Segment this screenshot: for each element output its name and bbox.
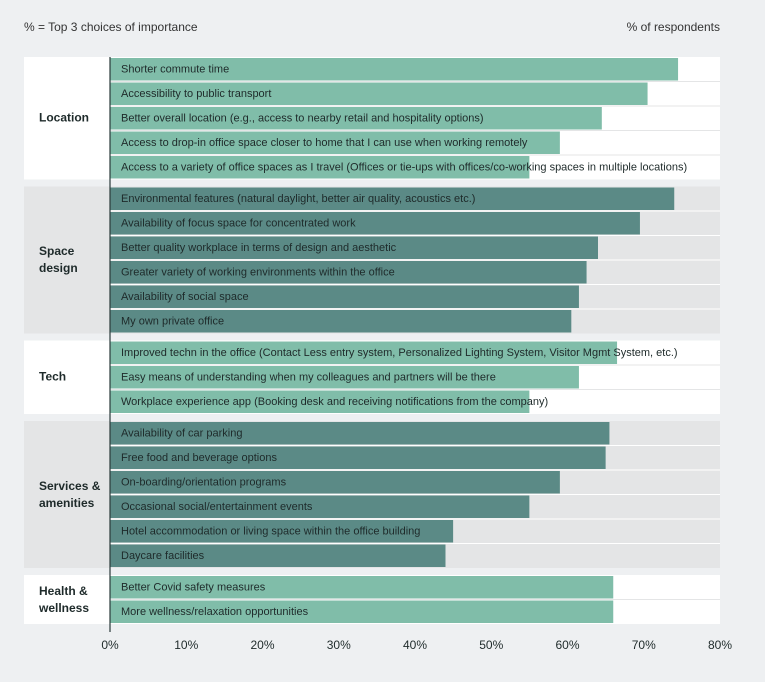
bar-label: Shorter commute time (121, 64, 229, 76)
bar (110, 366, 579, 389)
bar (110, 131, 560, 154)
group-label: Space design (39, 244, 78, 275)
bar (110, 261, 587, 284)
x-tick-label: 80% (708, 638, 732, 652)
x-tick-label: 60% (555, 638, 579, 652)
x-tick-label: 20% (250, 638, 274, 652)
bar (110, 107, 602, 130)
bar (110, 600, 614, 623)
bar (110, 520, 454, 543)
bar-label: Better Covid safety measures (121, 582, 266, 594)
bar-label: Better quality workplace in terms of des… (121, 242, 397, 254)
bar (110, 422, 610, 445)
bar (110, 212, 640, 235)
bar-label: Free food and beverage options (121, 452, 277, 464)
x-tick-label: 70% (632, 638, 656, 652)
group-label: Health & wellness (39, 583, 90, 615)
annotation: % = Top 3 choices of importance (24, 20, 198, 34)
bar (110, 544, 446, 567)
bar-label: Availability of focus space for concentr… (121, 218, 356, 230)
bar-label: On-boarding/orientation programs (121, 477, 287, 489)
group-label: Location (39, 110, 89, 125)
bar (110, 156, 530, 179)
x-tick-label: 50% (479, 638, 503, 652)
x-axis-label: % of respondents (626, 20, 720, 34)
bar-label: More wellness/relaxation opportunities (121, 606, 309, 618)
bar-label: Hotel accommodation or living space with… (121, 526, 420, 538)
bar-label: Easy means of understanding when my coll… (121, 372, 496, 384)
bar-label: Greater variety of working environments … (121, 267, 395, 279)
bar-label: Accessibility to public transport (121, 88, 271, 100)
bar-label: Occasional social/entertainment events (121, 501, 313, 513)
bar (110, 285, 579, 308)
x-tick-label: 40% (403, 638, 427, 652)
bar-label: My own private office (121, 316, 224, 328)
group-label: Services & amenities (39, 478, 101, 510)
bar (110, 341, 618, 364)
bar (110, 446, 606, 469)
bar (110, 390, 530, 413)
bar (110, 576, 614, 599)
bar-label: Access to a variety of office spaces as … (121, 162, 687, 174)
bar-label: Workplace experience app (Booking desk a… (121, 396, 548, 408)
bar (110, 495, 530, 518)
bar (110, 236, 598, 259)
bar (110, 82, 648, 105)
x-tick-label: 30% (327, 638, 351, 652)
bar (110, 58, 679, 81)
bar-label: Better overall location (e.g., access to… (121, 113, 484, 125)
group-label: Tech (39, 369, 67, 384)
bar-label: Availability of car parking (121, 428, 242, 440)
x-tick-label: 10% (174, 638, 198, 652)
bar (110, 471, 560, 494)
bar-label: Availability of social space (121, 291, 249, 303)
x-tick-label: 0% (101, 638, 119, 652)
bar-label: Environmental features (natural daylight… (121, 193, 475, 205)
bar-label: Access to drop-in office space closer to… (121, 137, 528, 149)
bar (110, 187, 675, 210)
bar (110, 310, 572, 333)
bar-label: Daycare facilities (121, 550, 205, 562)
bar-label: Improved techn in the office (Contact Le… (121, 347, 678, 359)
